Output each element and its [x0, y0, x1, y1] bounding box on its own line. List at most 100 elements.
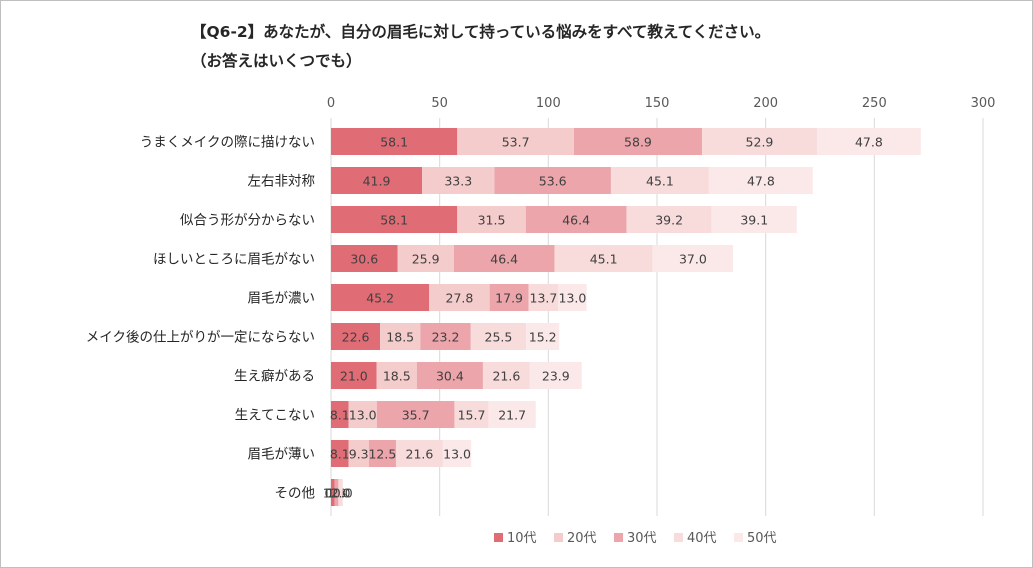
- bar-segment: [348, 401, 377, 428]
- legend-label: 10代: [507, 531, 537, 546]
- bar-segment: [331, 284, 430, 311]
- data-label: 39.1: [740, 213, 768, 228]
- data-label: 45.1: [590, 252, 618, 267]
- data-label: 45.2: [366, 291, 394, 306]
- category-label: 左右非対称: [248, 174, 316, 190]
- legend-swatch: [734, 533, 743, 542]
- bar-segment: [376, 401, 455, 428]
- category-label: うまくメイクの際に描けない: [140, 135, 315, 151]
- x-tick-label: 50: [431, 96, 448, 111]
- legend-label: 30代: [627, 531, 657, 546]
- data-label: 52.9: [746, 135, 774, 150]
- bar-segment: [470, 323, 527, 350]
- bar-segment: [442, 440, 472, 467]
- legend-swatch: [614, 533, 623, 542]
- data-label: 46.4: [490, 252, 518, 267]
- bar-segment: [422, 167, 495, 194]
- data-label: 58.1: [380, 135, 408, 150]
- bar-segment: [376, 362, 417, 389]
- bar-segment: [348, 440, 369, 467]
- x-tick-label: 150: [645, 96, 670, 111]
- bar-segment: [494, 167, 611, 194]
- bar-segment: [397, 245, 454, 272]
- data-label: 30.4: [436, 369, 464, 384]
- bar-segment: [626, 206, 712, 233]
- data-label: 21.6: [492, 369, 520, 384]
- bar-segment: [457, 206, 526, 233]
- data-label: 18.5: [386, 330, 414, 345]
- bar-segment: [334, 479, 339, 506]
- bar-segment: [488, 401, 536, 428]
- data-label: 12.5: [368, 447, 396, 462]
- chart-title: 【Q6-2】あなたが、自分の眉毛に対して持っている悩みをすべて教えてください。: [191, 23, 771, 41]
- category-label: 眉毛が濃い: [248, 291, 316, 307]
- x-tick-label: 300: [971, 96, 996, 111]
- bar-segment: [816, 128, 921, 155]
- data-label: 15.7: [458, 408, 486, 423]
- bar-segment: [331, 440, 349, 467]
- data-label: 45.1: [646, 174, 674, 189]
- legend-label: 20代: [567, 531, 597, 546]
- bar-segment: [528, 284, 559, 311]
- bar-segment: [454, 401, 489, 428]
- category-label: 生え癖がある: [234, 369, 315, 385]
- x-tick-label: 100: [536, 96, 561, 111]
- bar-segment: [708, 167, 813, 194]
- data-label: 47.8: [855, 135, 883, 150]
- data-label: 21.6: [406, 447, 434, 462]
- category-label: ほしいところに眉毛がない: [153, 252, 315, 268]
- data-label: 25.5: [485, 330, 513, 345]
- data-label: 33.3: [444, 174, 472, 189]
- data-label: 13.0: [559, 291, 587, 306]
- category-label: 生えてこない: [235, 408, 315, 424]
- data-label: 15.2: [529, 330, 557, 345]
- chart-subtitle: （お答えはいくつでも）: [191, 52, 362, 70]
- data-label: 23.2: [432, 330, 460, 345]
- bar-segment: [489, 284, 529, 311]
- data-label: 53.6: [539, 174, 567, 189]
- bar-segment: [338, 479, 343, 506]
- bar-segment: [526, 323, 560, 350]
- data-label: 27.8: [446, 291, 474, 306]
- data-label: 58.1: [380, 213, 408, 228]
- bar-segment: [701, 128, 817, 155]
- data-label: 22.6: [342, 330, 370, 345]
- data-label: 41.9: [363, 174, 391, 189]
- bar-segment: [420, 323, 471, 350]
- data-label: 0.0: [333, 486, 353, 501]
- bar-segment: [573, 128, 702, 155]
- category-label: その他: [275, 486, 316, 502]
- category-label: メイク後の仕上がりが一定にならない: [86, 330, 315, 346]
- bar-segment: [331, 479, 335, 506]
- bar-segment: [711, 206, 797, 233]
- bar-segment: [457, 128, 574, 155]
- bar-segment: [429, 284, 490, 311]
- data-label: 8.1: [330, 447, 350, 462]
- bar-segment: [652, 245, 734, 272]
- bar-segment: [331, 362, 377, 389]
- data-label: 39.2: [655, 213, 683, 228]
- data-label: 8.1: [330, 408, 350, 423]
- bar-segment: [331, 401, 349, 428]
- data-label: 21.0: [340, 369, 368, 384]
- x-tick-label: 250: [862, 96, 887, 111]
- data-label: 18.5: [383, 369, 411, 384]
- data-label: 30.6: [350, 252, 378, 267]
- data-label: 58.9: [624, 135, 652, 150]
- bar-segment: [416, 362, 483, 389]
- legend-swatch: [554, 533, 563, 542]
- bar-segment: [558, 284, 587, 311]
- category-label: 似合う形が分からない: [180, 213, 315, 229]
- data-label: 9.3: [349, 447, 369, 462]
- legend-label: 50代: [747, 531, 777, 546]
- bar-segment: [525, 206, 627, 233]
- legend-label: 40代: [687, 531, 717, 546]
- data-label: 23.9: [542, 369, 570, 384]
- bar-segment: [529, 362, 582, 389]
- legend-swatch: [494, 533, 503, 542]
- data-label: 2.0: [331, 486, 351, 501]
- data-label: 35.7: [402, 408, 430, 423]
- data-label: 31.5: [478, 213, 506, 228]
- data-label: 25.9: [412, 252, 440, 267]
- bar-segment: [331, 245, 398, 272]
